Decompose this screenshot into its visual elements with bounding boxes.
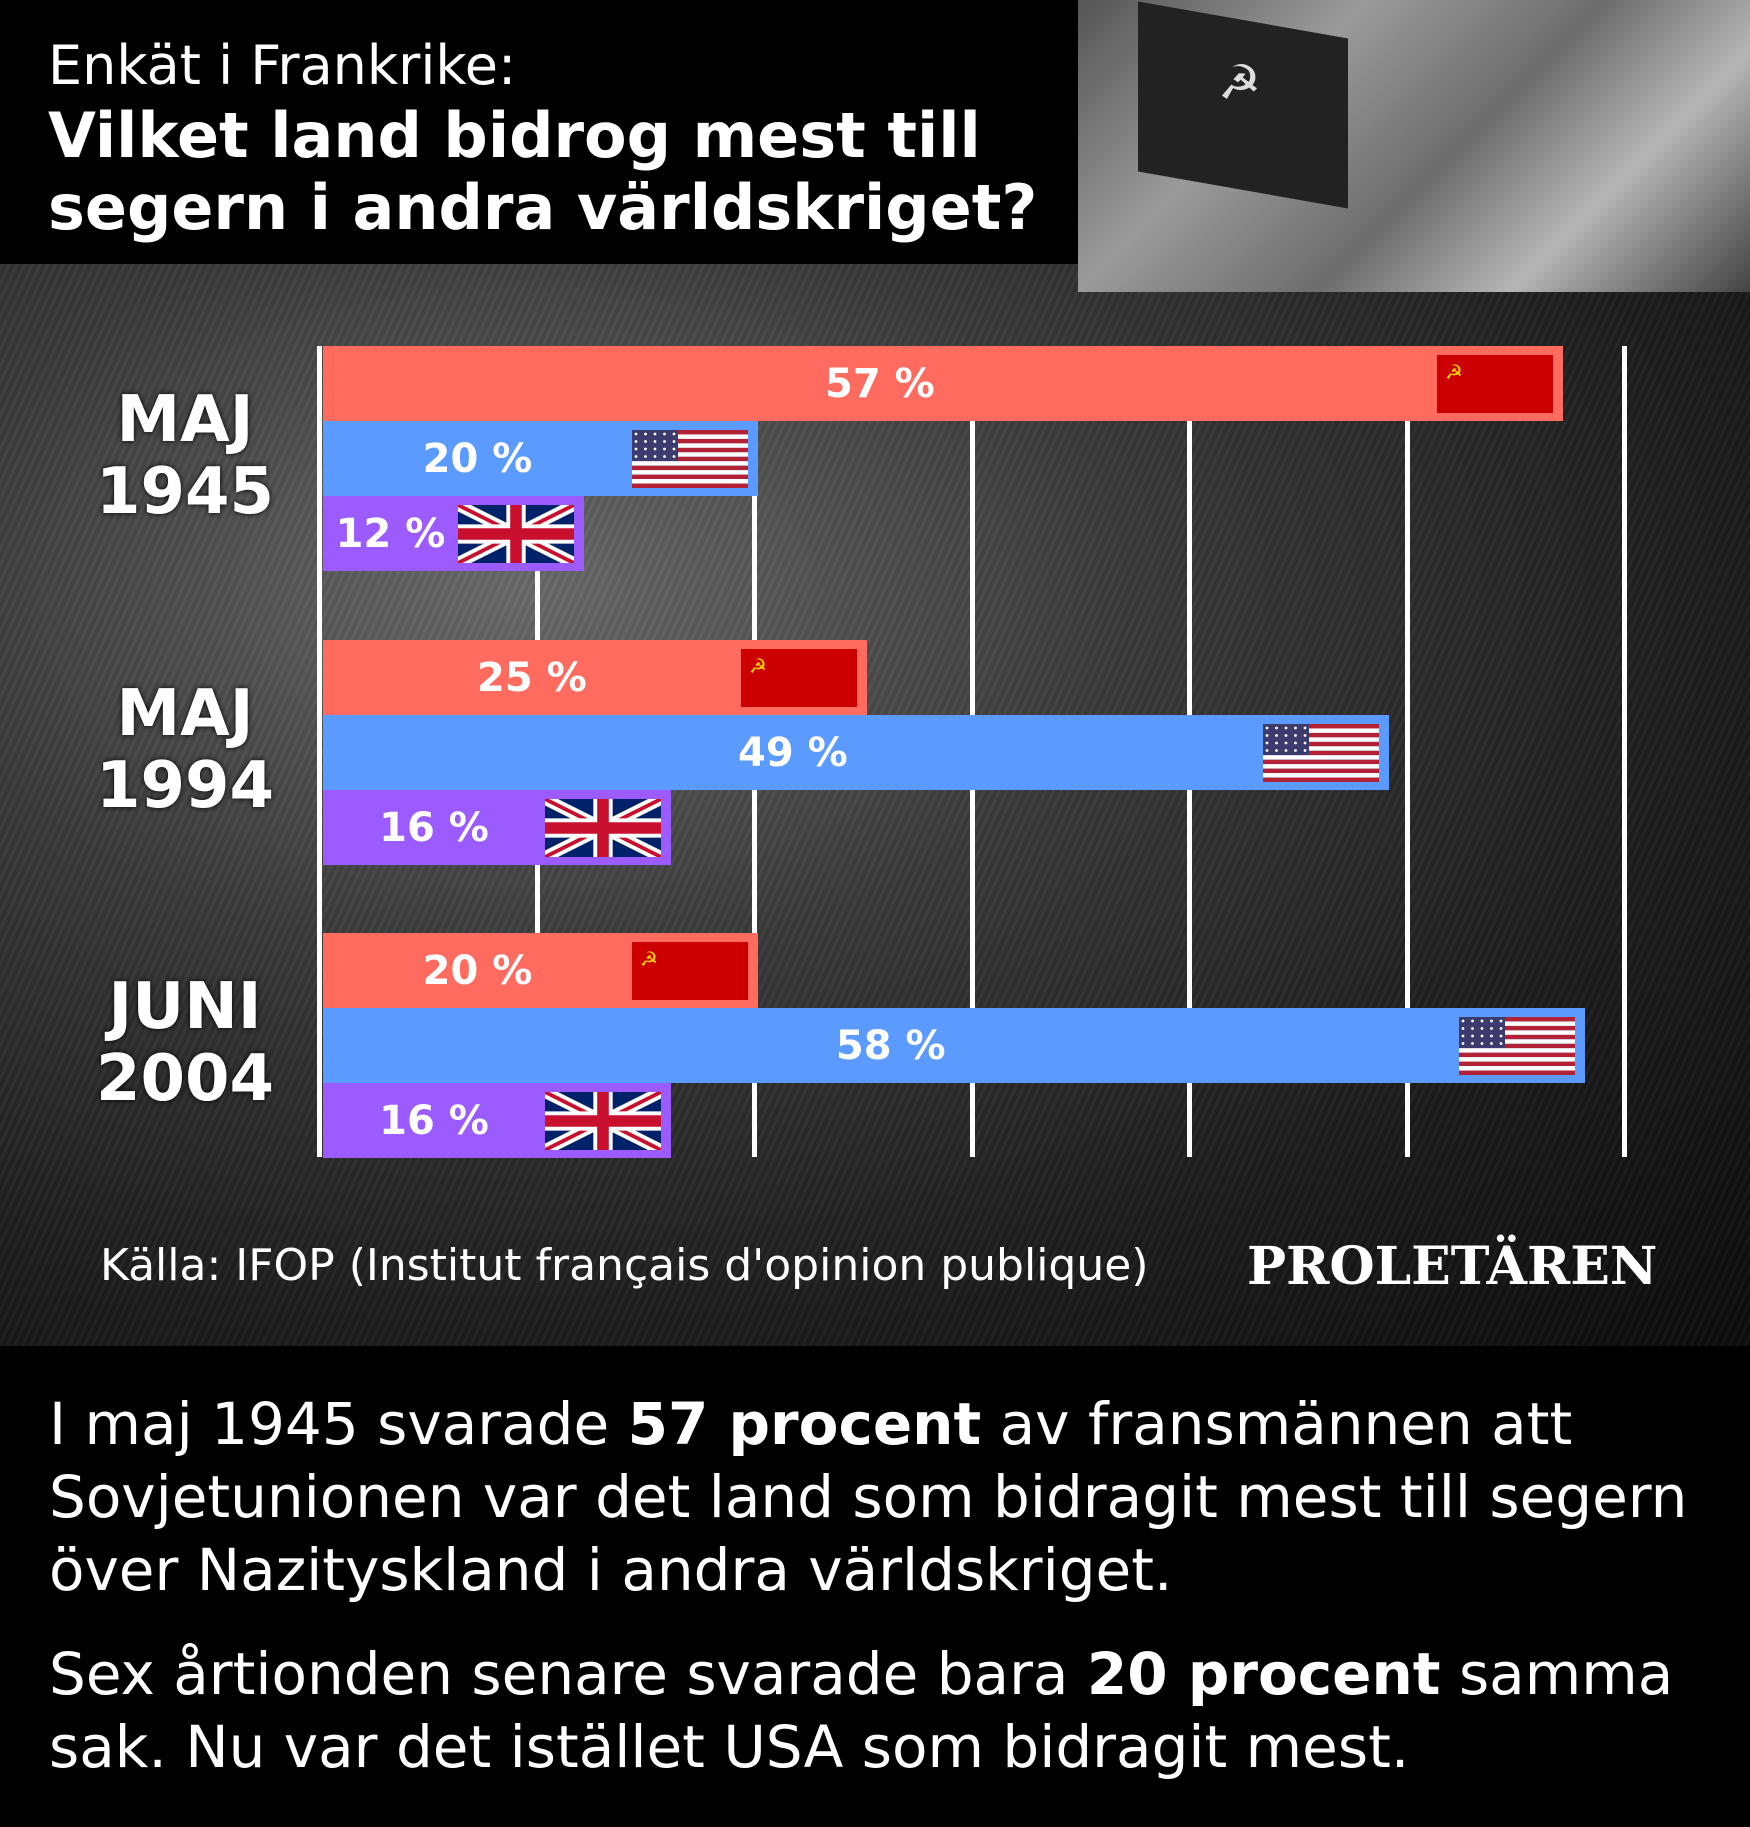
source-note: Källa: IFOP (Institut français d'opinion…: [100, 1240, 1149, 1291]
bar-ussr: 25 % ☭: [323, 640, 867, 715]
svg-text:☭: ☭: [640, 947, 658, 971]
background-photo: [0, 264, 1750, 1346]
value-label: 16 %: [379, 804, 489, 851]
value-label: 49 %: [738, 729, 848, 776]
value-label: 16 %: [379, 1097, 489, 1144]
bar-ussr: 57 % ☭: [323, 346, 1563, 421]
brand-logo: PROLETÄREN: [1247, 1236, 1658, 1297]
ussr-flag-icon: ☭: [740, 648, 867, 707]
value-label: 12 %: [335, 510, 446, 557]
category-label-line: JUNI: [108, 970, 262, 1044]
svg-text:☭: ☭: [1445, 360, 1463, 384]
header-photo: ☭: [1078, 0, 1750, 292]
bar-usa: 49 %: [323, 715, 1389, 790]
uk-flag-icon: [458, 504, 584, 563]
bar-usa: 58 %: [323, 1008, 1585, 1083]
svg-text:☭: ☭: [749, 654, 767, 678]
title-box: Enkät i Frankrike: Vilket land bidrog me…: [0, 0, 1078, 264]
bar-ussr: 20 % ☭: [323, 933, 758, 1008]
value-label: 58 %: [835, 1022, 946, 1069]
ussr-flag-icon: ☭: [1436, 354, 1563, 413]
uk-flag-icon: [545, 1091, 671, 1150]
category-label: JUNI 2004: [80, 971, 290, 1115]
value-label: 57 %: [825, 360, 935, 407]
usa-flag-icon: [1458, 1016, 1585, 1075]
value-label: 20 %: [422, 435, 533, 482]
paragraph-2: Sex årtionden senare svarade bara 20 pro…: [49, 1640, 1674, 1781]
bar-uk: 16 %: [323, 1083, 671, 1158]
category-label-line: 1994: [95, 749, 275, 823]
paragraph-1: I maj 1945 svarade 57 procent av fransmä…: [49, 1390, 1688, 1604]
value-label: 25 %: [477, 654, 587, 701]
y-axis-line: [317, 346, 322, 1157]
bar-uk: 12 %: [323, 496, 584, 571]
kicker: Enkät i Frankrike:: [48, 34, 517, 97]
category-label-line: 2004: [95, 1042, 275, 1116]
category-label-line: 1945: [95, 455, 275, 529]
gridline: [1622, 346, 1627, 1157]
chart-title: Vilket land bidrog mest till segern i an…: [48, 99, 1038, 244]
uk-flag-icon: [545, 798, 671, 857]
category-label: MAJ 1994: [80, 678, 290, 822]
bar-uk: 16 %: [323, 790, 671, 865]
bar-usa: 20 %: [323, 421, 758, 496]
usa-flag-icon: [1262, 723, 1389, 782]
category-label-line: MAJ: [116, 677, 254, 751]
usa-flag-icon: [632, 429, 758, 488]
value-label: 20 %: [422, 947, 533, 994]
category-label-line: MAJ: [116, 383, 254, 457]
gridline: [1404, 346, 1410, 1157]
ussr-flag-icon: ☭: [632, 941, 758, 1000]
category-label: MAJ 1945: [80, 384, 290, 528]
